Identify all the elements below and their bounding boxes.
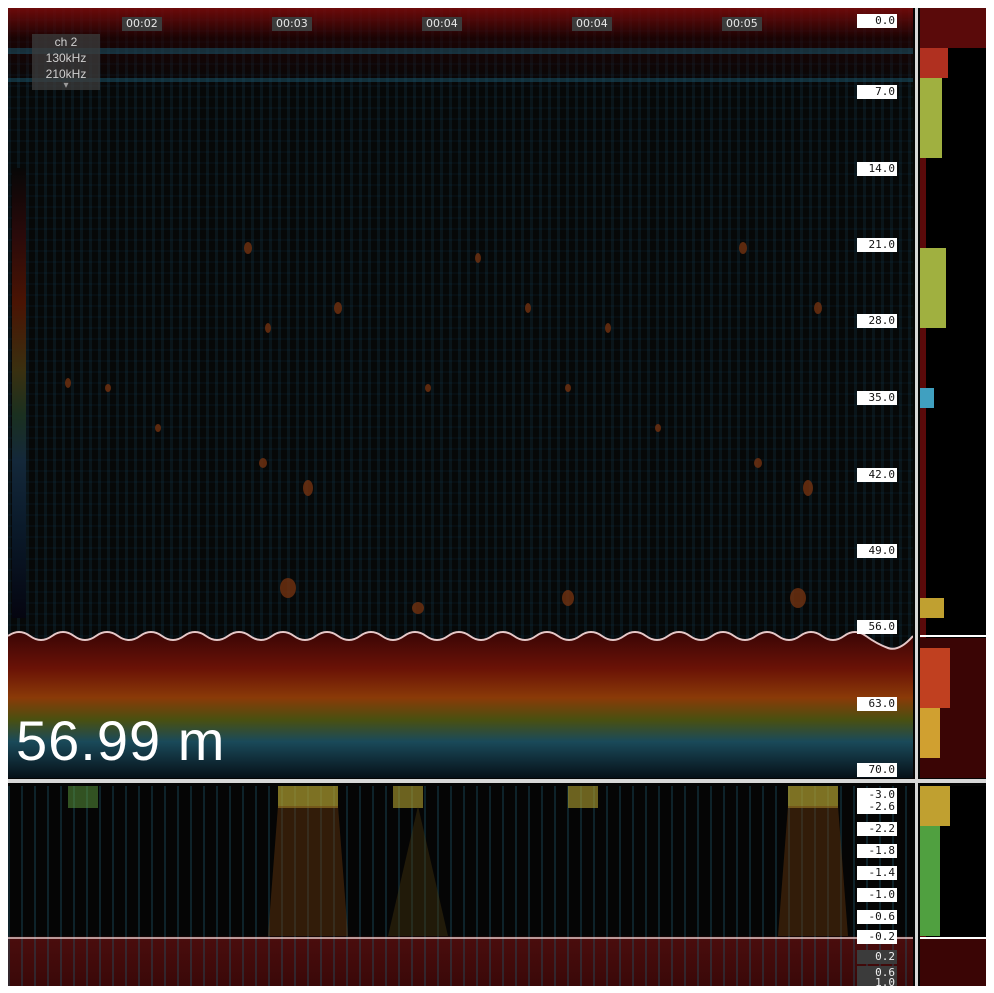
surface-noise-band: [8, 48, 913, 82]
zoom-depth-label: -2.6: [857, 800, 897, 814]
depth-label: 7.0: [857, 85, 897, 99]
depth-label: 21.0: [857, 238, 897, 252]
ascope-zoom-graph: [920, 786, 986, 986]
depth-label: 63.0: [857, 697, 897, 711]
zoom-depth-label: -0.6: [857, 910, 897, 924]
ascope-profile-main: [920, 8, 986, 778]
depth-label: 35.0: [857, 391, 897, 405]
bottom-depth-readout: 56.99 m: [16, 709, 226, 772]
seabed-layer: [8, 632, 913, 778]
frequency-label-2: 210kHz: [45, 67, 87, 81]
echogram-texture: [8, 48, 913, 778]
depth-label: 14.0: [857, 162, 897, 176]
depth-label: 42.0: [857, 468, 897, 482]
depth-label: 49.0: [857, 544, 897, 558]
zoom-depth-label: -0.2: [857, 930, 897, 944]
channel-selector[interactable]: ch 2 130kHz 210kHz ▾: [32, 34, 100, 91]
zoom-depth-label: 0.2: [857, 950, 897, 964]
frequency-label-1: 130kHz: [45, 51, 87, 65]
zoom-depth-label: -1.0: [857, 888, 897, 902]
time-label: 00:02: [122, 17, 162, 31]
time-label: 00:04: [572, 17, 612, 31]
ascope-profile-zoom: [920, 786, 986, 986]
depth-label: 28.0: [857, 314, 897, 328]
echo-targets: [65, 242, 822, 614]
panel-splitter-vertical[interactable]: [915, 8, 918, 986]
zoom-depth-label: -1.4: [857, 866, 897, 880]
echosounder-display: ch 2 130kHz 210kHz ▾ 00:02 00:03 00:04 0…: [8, 8, 986, 986]
depth-label: 56.0: [857, 620, 897, 634]
channel-label: ch 2: [54, 35, 78, 49]
chevron-down-icon[interactable]: ▾: [63, 80, 69, 91]
zoom-texture: [8, 786, 913, 939]
bottom-detection-line: [8, 631, 913, 650]
main-echogram[interactable]: ch 2 130kHz 210kHz ▾ 00:02 00:03 00:04 0…: [8, 8, 913, 778]
zoom-echo-patches: [68, 786, 848, 936]
depth-label: 70.0: [857, 763, 897, 777]
depth-label: 0.0: [857, 14, 897, 28]
zoom-depth-label: -1.8: [857, 844, 897, 858]
zoom-depth-label: 1.0: [857, 976, 897, 986]
zoom-depth-label: -3.0: [857, 788, 897, 802]
time-label: 00:03: [272, 17, 312, 31]
time-label: 00:04: [422, 17, 462, 31]
bottom-zoom-echogram[interactable]: -3.0 -2.6 -2.2 -1.8 -1.4 -1.0 -0.6 -0.2 …: [8, 786, 913, 986]
panel-splitter-horizontal[interactable]: [8, 779, 986, 783]
time-label: 00:05: [722, 17, 762, 31]
zoom-depth-label: -2.2: [857, 822, 897, 836]
color-scale-bar: [12, 168, 26, 618]
ascope-profile-graph: [920, 8, 986, 778]
